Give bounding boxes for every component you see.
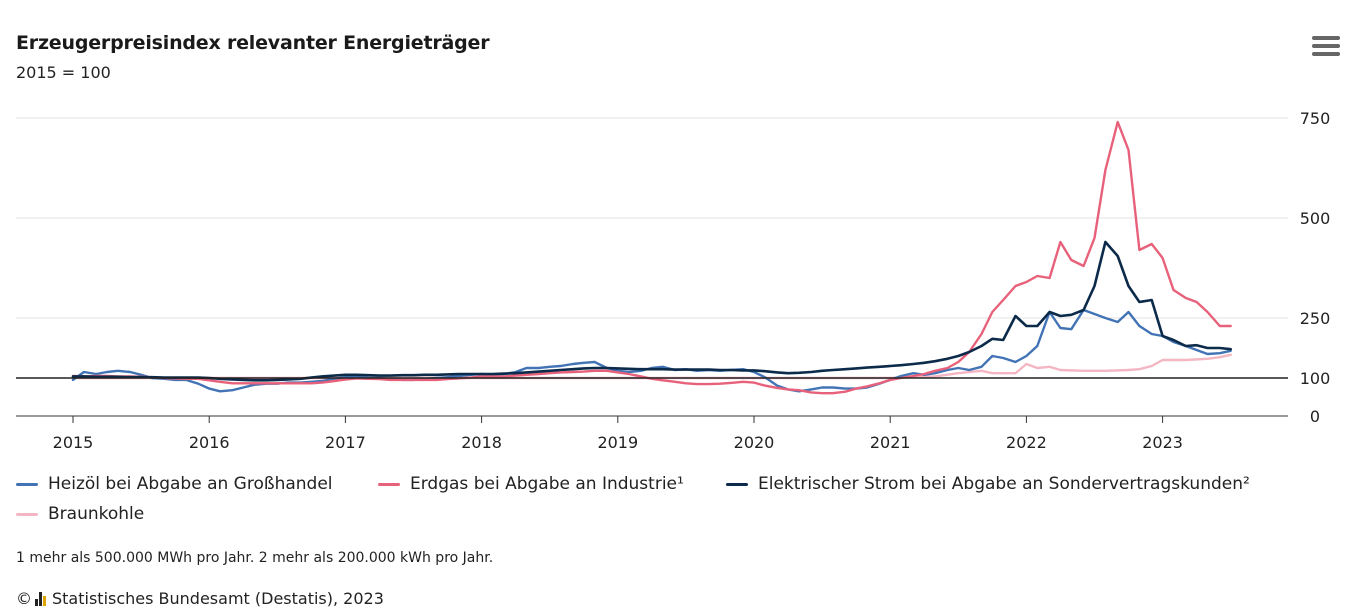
x-tick-label: 2016 — [189, 433, 230, 452]
legend-item-erdgas[interactable]: Erdgas bei Abgabe an Industrie¹ — [378, 474, 684, 494]
legend-swatch — [726, 482, 748, 486]
y-tick-label: 0 — [1310, 407, 1320, 426]
x-tick-label: 2017 — [325, 433, 366, 452]
legend-swatch — [378, 482, 400, 486]
series-line-erdgas — [71, 120, 1232, 395]
x-tick-label: 2022 — [1006, 433, 1047, 452]
legend-item-strom[interactable]: Elektrischer Strom bei Abgabe an Sonderv… — [726, 474, 1250, 494]
legend-item-braunkohle[interactable]: Braunkohle — [16, 504, 144, 524]
legend-label: Braunkohle — [48, 504, 145, 524]
x-tick-label: 2018 — [461, 433, 502, 452]
x-tick-label: 2023 — [1142, 433, 1183, 452]
legend-swatch — [16, 482, 38, 486]
y-tick-label: 100 — [1300, 369, 1331, 388]
y-tick-label: 750 — [1300, 109, 1331, 128]
x-tick-label: 2021 — [870, 433, 911, 452]
hamburger-menu-icon[interactable] — [1312, 36, 1340, 60]
x-tick-label: 2015 — [53, 433, 94, 452]
page-subtitle: 2015 = 100 — [16, 63, 111, 82]
copyright-symbol: © — [16, 589, 32, 608]
x-tick-label: 2019 — [597, 433, 638, 452]
page-title: Erzeugerpreisindex relevanter Energieträ… — [16, 32, 490, 54]
destatis-logo-icon — [35, 591, 47, 606]
y-tick-label: 500 — [1300, 209, 1331, 228]
legend-label: Elektrischer Strom bei Abgabe an Sonderv… — [758, 474, 1250, 494]
source-line: © Statistisches Bundesamt (Destatis), 20… — [16, 589, 384, 608]
source-text: Statistisches Bundesamt (Destatis), 2023 — [52, 589, 384, 608]
legend-label: Erdgas bei Abgabe an Industrie¹ — [410, 474, 684, 494]
series-line-strom — [71, 240, 1232, 382]
y-tick-label: 250 — [1300, 309, 1331, 328]
legend-swatch — [16, 512, 38, 516]
legend-item-heizoel[interactable]: Heizöl bei Abgabe an Großhandel — [16, 474, 333, 494]
line-chart: 0 100 250 500 750 2015 2016 2017 2018 2019 2020 202… — [16, 109, 1331, 452]
legend-label: Heizöl bei Abgabe an Großhandel — [48, 474, 333, 494]
x-tick-label: 2020 — [734, 433, 775, 452]
series-line-braunkohle — [71, 353, 1232, 380]
footnote: 1 mehr als 500.000 MWh pro Jahr. 2 mehr … — [16, 550, 494, 566]
